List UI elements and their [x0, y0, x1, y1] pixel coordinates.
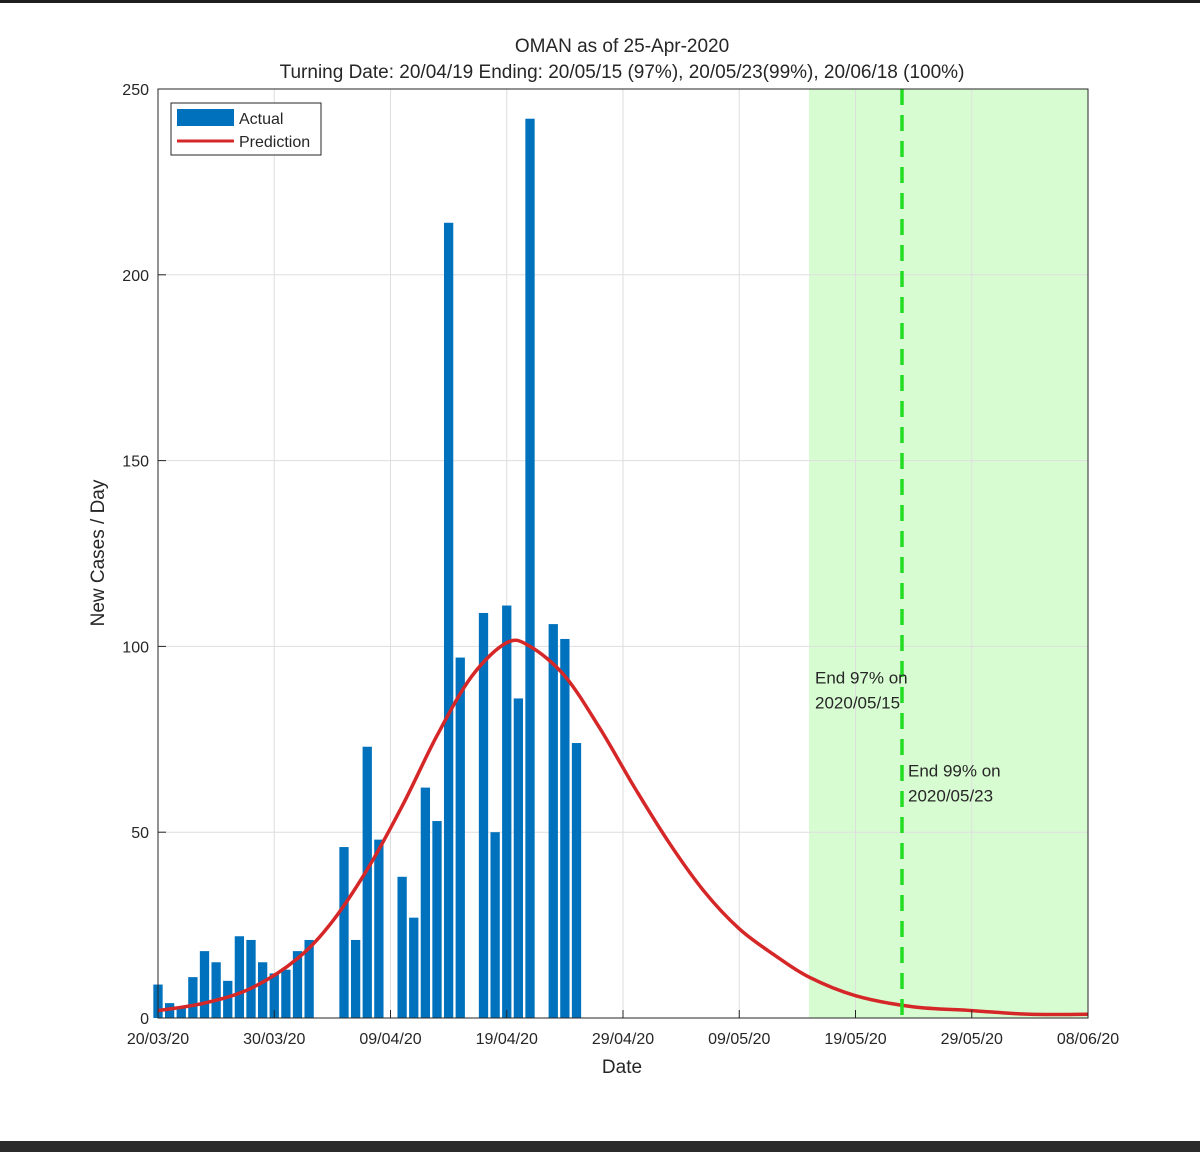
- actual-bar: [443, 222, 454, 1018]
- actual-bar: [292, 951, 303, 1018]
- actual-bar: [409, 917, 419, 1018]
- actual-bar: [513, 698, 524, 1018]
- x-axis-label: Date: [602, 1057, 642, 1078]
- x-tick-label: 09/05/20: [708, 1031, 770, 1048]
- bottom-border: [0, 1141, 1200, 1152]
- actual-bar: [223, 980, 233, 1018]
- actual-bar: [350, 939, 361, 1018]
- actual-bar: [269, 973, 279, 1018]
- y-tick-label: 0: [140, 1011, 149, 1028]
- prediction-line: [157, 638, 1089, 1017]
- actual-bar: [257, 962, 268, 1018]
- actual-bar: [374, 839, 384, 1018]
- actual-bar: [397, 876, 407, 1018]
- x-tick-label: 08/06/20: [1057, 1031, 1119, 1048]
- actual-bar: [525, 118, 535, 1018]
- annotation-1-line-0: End 99% on: [908, 761, 1001, 780]
- actual-bar: [432, 821, 442, 1018]
- ending-period-shade: [809, 89, 1088, 1018]
- actual-bar: [246, 939, 256, 1018]
- actual-bar: [281, 969, 291, 1018]
- actual-bar: [548, 624, 558, 1018]
- legend-actual-label: Actual: [239, 111, 283, 128]
- actual-bar: [234, 936, 245, 1018]
- legend-box: [170, 102, 322, 156]
- x-tick-label: 19/05/20: [824, 1031, 886, 1048]
- actual-bar: [502, 605, 512, 1018]
- x-tick-label: 09/04/20: [359, 1031, 421, 1048]
- top-border: [0, 0, 1200, 3]
- chart-subtitle: Turning Date: 20/04/19 Ending: 20/05/15 …: [280, 62, 965, 83]
- annotation-0-line-1: 2020/05/15: [815, 694, 900, 713]
- actual-bar: [188, 977, 198, 1018]
- actual-bar: [199, 951, 210, 1018]
- actual-bar: [478, 612, 489, 1018]
- annotation-0-line-0: End 97% on: [815, 669, 908, 688]
- actual-bar: [339, 847, 349, 1018]
- legend-actual-swatch: [177, 109, 234, 126]
- actual-bar: [490, 832, 500, 1018]
- y-axis-label: New Cases / Day: [88, 479, 109, 626]
- y-tick-label: 50: [131, 825, 149, 842]
- y-tick-label: 200: [122, 268, 149, 285]
- x-tick-label: 29/05/20: [941, 1031, 1003, 1048]
- actual-bar: [211, 962, 221, 1018]
- x-tick-label: 20/03/20: [127, 1031, 189, 1048]
- legend-prediction-label: Prediction: [239, 134, 310, 151]
- actual-bar: [420, 787, 431, 1018]
- y-tick-label: 250: [122, 82, 149, 99]
- x-tick-label: 19/04/20: [476, 1031, 538, 1048]
- x-tick-label: 29/04/20: [592, 1031, 654, 1048]
- chart-title: OMAN as of 25-Apr-2020: [515, 36, 729, 57]
- actual-bar: [362, 746, 372, 1018]
- x-tick-label: 30/03/20: [243, 1031, 305, 1048]
- actual-bar: [176, 1006, 186, 1018]
- actual-bar: [455, 657, 465, 1018]
- actual-bar: [571, 743, 582, 1018]
- actual-bar: [560, 638, 570, 1018]
- y-tick-label: 100: [122, 639, 149, 656]
- actual-bar: [304, 939, 314, 1018]
- annotation-1-line-1: 2020/05/23: [908, 786, 993, 805]
- y-tick-label: 150: [122, 454, 149, 471]
- legend: Actual Prediction: [170, 102, 322, 156]
